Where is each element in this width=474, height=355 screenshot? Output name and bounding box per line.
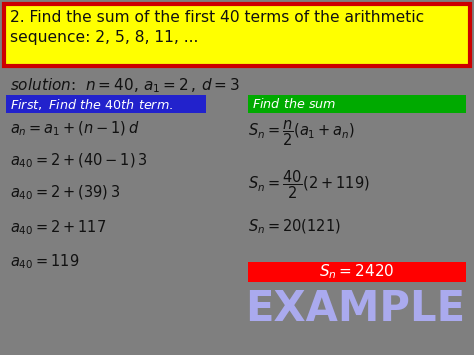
Text: $\mathit{Find\ the\ sum}$: $\mathit{Find\ the\ sum}$ [252,97,337,111]
Text: $\mathit{First,\ Find\ the\ 40th\ term.}$: $\mathit{First,\ Find\ the\ 40th\ term.}… [10,97,173,111]
FancyBboxPatch shape [248,95,466,113]
Text: $S_n = \dfrac{n}{2}(a_1 + a_n)$: $S_n = \dfrac{n}{2}(a_1 + a_n)$ [248,118,355,148]
Text: $S_n = \dfrac{40}{2}(2 + 119)$: $S_n = \dfrac{40}{2}(2 + 119)$ [248,168,370,201]
Text: $a_{40} = 2 + (39)\,3$: $a_{40} = 2 + (39)\,3$ [10,184,120,202]
Text: $a_n = a_1 + (n-1)\,d$: $a_n = a_1 + (n-1)\,d$ [10,120,139,138]
Text: EXAMPLE: EXAMPLE [245,288,465,330]
FancyBboxPatch shape [4,4,470,66]
FancyBboxPatch shape [6,95,206,113]
Text: $a_{40} = 119$: $a_{40} = 119$ [10,252,79,271]
Text: 2. Find the sum of the first 40 terms of the arithmetic
sequence: 2, 5, 8, 11, .: 2. Find the sum of the first 40 terms of… [10,10,424,45]
Text: $\mathit{solution}$:  $n = 40,\, a_1 = 2\,,\, d = 3$: $\mathit{solution}$: $n = 40,\, a_1 = 2\… [10,76,240,95]
Text: $a_{40} = 2 + 117$: $a_{40} = 2 + 117$ [10,218,106,237]
Text: $a_{40} = 2 + (40-1)\,3$: $a_{40} = 2 + (40-1)\,3$ [10,152,147,170]
Text: $S_n = 20(121)$: $S_n = 20(121)$ [248,218,341,236]
FancyBboxPatch shape [248,262,466,282]
Text: $S_n = 2420$: $S_n = 2420$ [319,263,395,282]
